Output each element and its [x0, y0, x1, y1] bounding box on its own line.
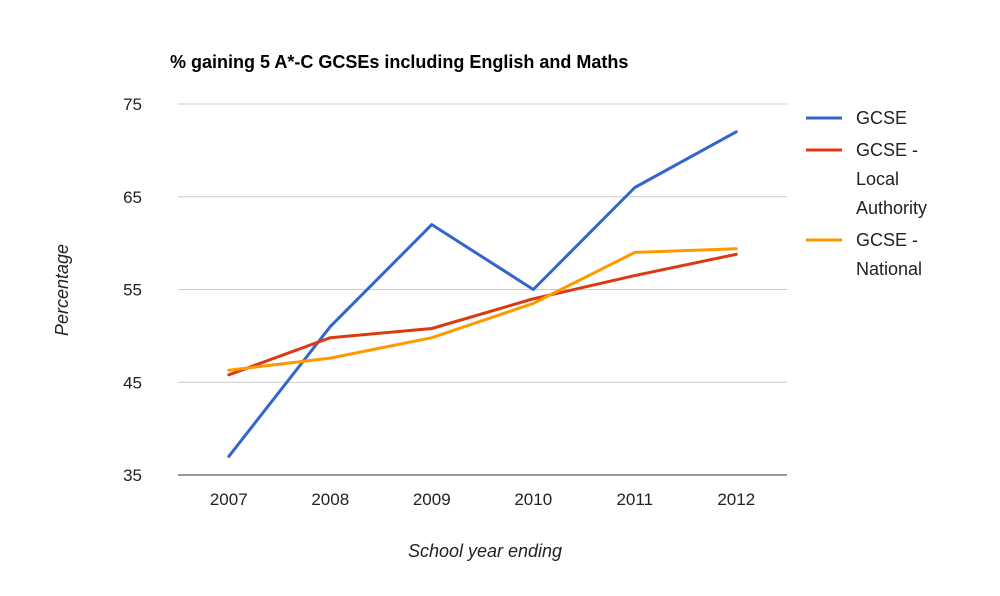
y-tick-label: 45: [123, 373, 142, 392]
x-axis-label: School year ending: [408, 541, 562, 561]
series-lines: [227, 130, 738, 458]
x-tick-label: 2011: [616, 490, 653, 509]
series-line-2: [227, 247, 738, 372]
y-axis-label: Percentage: [52, 244, 72, 336]
legend-line: GCSE -: [856, 230, 918, 250]
y-axis-ticks: 75 65 55 45 35: [123, 95, 142, 485]
y-tick-label: 35: [123, 466, 142, 485]
series-line-0: [227, 130, 738, 458]
legend-line: GCSE: [856, 108, 907, 128]
y-tick-label: 75: [123, 95, 142, 114]
x-tick-label: 2010: [514, 490, 552, 509]
x-axis-ticks: 2007 2008 2009 2010 2011 2012: [210, 490, 755, 509]
y-tick-label: 55: [123, 281, 142, 300]
series-line-1: [227, 252, 738, 377]
legend-line: National: [856, 259, 922, 279]
x-tick-label: 2007: [210, 490, 248, 509]
legend-line: Local: [856, 169, 899, 189]
x-tick-label: 2008: [311, 490, 349, 509]
legend-entry: GCSE - National: [856, 230, 922, 279]
legend-entry: GCSE - Local Authority: [856, 140, 927, 218]
x-tick-label: 2012: [717, 490, 755, 509]
legend: GCSE GCSE - Local Authority GCSE - National: [806, 108, 927, 279]
grid-lines: [178, 103, 787, 476]
legend-line: Authority: [856, 198, 927, 218]
legend-entry: GCSE: [856, 108, 907, 128]
x-tick-label: 2009: [413, 490, 451, 509]
chart-title: % gaining 5 A*-C GCSEs including English…: [170, 52, 628, 72]
legend-line: GCSE -: [856, 140, 918, 160]
y-tick-label: 65: [123, 188, 142, 207]
